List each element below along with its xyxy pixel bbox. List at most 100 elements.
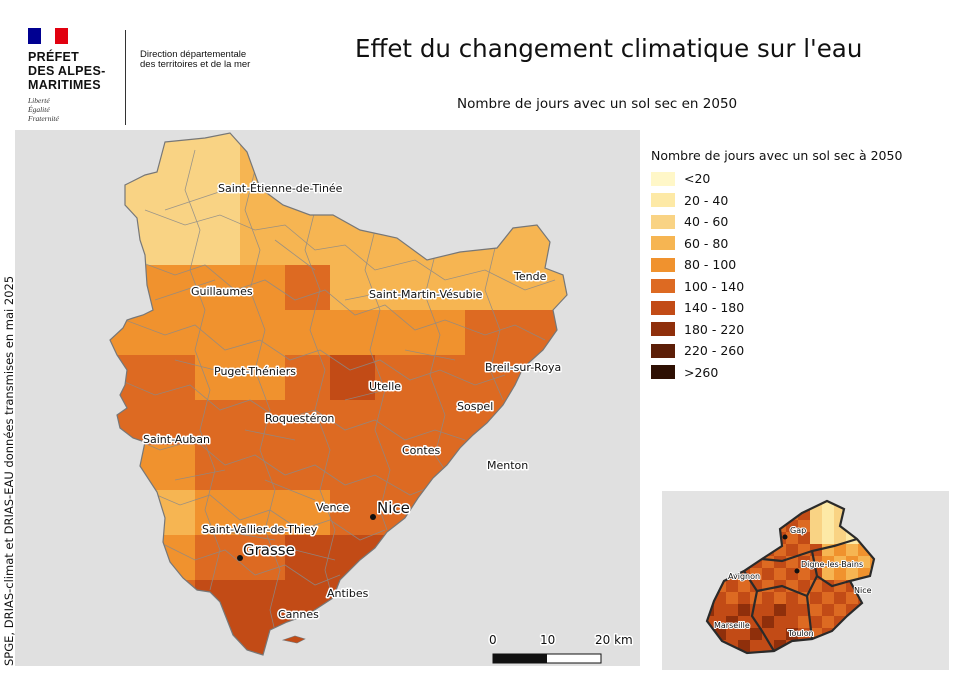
inset-grid-cell	[870, 604, 874, 616]
grid-cell	[195, 355, 240, 400]
legend-item: 180 - 220	[651, 319, 902, 341]
inset-grid-cell	[846, 664, 858, 670]
place-label: Antibes	[327, 587, 369, 600]
place-label: Puget-Théniers	[214, 365, 296, 378]
inset-grid-cell	[726, 592, 738, 604]
inset-grid-cell	[707, 640, 714, 652]
legend-swatch	[651, 171, 675, 186]
inset-grid-cell	[882, 604, 894, 616]
grasse-city-dot	[237, 555, 243, 561]
place-label: Grasse	[243, 541, 295, 559]
inset-grid-cell	[906, 556, 918, 568]
inset-grid-cell	[882, 664, 894, 670]
grid-cell	[240, 625, 285, 655]
legend-label: 180 - 220	[684, 321, 745, 337]
grid-cell	[110, 220, 150, 265]
legend-item: 40 - 60	[651, 211, 902, 233]
inset-grid-cell	[882, 520, 894, 532]
inset-grid-cell	[834, 532, 846, 544]
grid-cell	[510, 535, 555, 580]
inset-grid-cell	[707, 544, 714, 556]
inset-grid-cell	[774, 616, 786, 628]
inset-grid-cell	[750, 664, 762, 670]
grid-cell	[375, 265, 420, 310]
inset-grid-cell	[894, 628, 906, 640]
place-label: Nice	[377, 499, 410, 517]
grid-cell	[465, 580, 510, 625]
prefecture-name: PRÉFET DES ALPES- MARITIMES	[28, 50, 128, 92]
lerins-islands	[281, 635, 306, 644]
inset-grid-cell	[822, 501, 834, 508]
inset-grid-cell	[834, 628, 846, 640]
grid-cell	[555, 490, 567, 535]
digne-dot	[794, 568, 800, 574]
grid-cell	[375, 133, 420, 175]
inset-grid-cell	[906, 532, 918, 544]
inset-grid-cell	[822, 508, 834, 520]
inset-grid-cell	[707, 628, 714, 640]
grid-cell	[285, 265, 330, 310]
grid-cell	[195, 133, 240, 175]
inset-grid-cell	[846, 556, 858, 568]
inset-grid-cell	[882, 616, 894, 628]
inset-grid-cell	[707, 520, 714, 532]
scale-bar: 0 10 20 km	[488, 632, 634, 664]
inset-grid-cell	[714, 556, 726, 568]
inset-grid-cell	[714, 508, 726, 520]
inset-grid-cell	[750, 640, 762, 652]
inset-grid-cell	[870, 592, 874, 604]
main-map: Saint-Étienne-de-Tinée Guillaumes Saint-…	[15, 130, 640, 666]
legend-label: 100 - 140	[684, 278, 745, 294]
inset-grid-cell	[774, 652, 786, 653]
department-outline	[109, 132, 568, 656]
inset-grid-cell	[738, 616, 750, 628]
inset-grid-cell	[846, 652, 858, 653]
inset-grid-cell	[798, 556, 810, 568]
grid-cell	[195, 310, 240, 355]
grid-cell	[150, 535, 195, 580]
inset-grid-cell	[906, 592, 918, 604]
inset-grid-cell	[834, 544, 846, 556]
inset-grid-cell	[786, 628, 798, 640]
inset-grid-cell	[750, 568, 762, 580]
inset-region-map: Gap Digne-les-Bains Avignon Nice Marseil…	[662, 491, 949, 670]
inset-label: Marseille	[714, 621, 750, 630]
inset-grid-cell	[750, 508, 762, 520]
inset-grid-cell	[894, 664, 906, 670]
grid-cell	[465, 175, 510, 220]
inset-grid-cell	[738, 544, 750, 556]
inset-grid-cell	[870, 501, 874, 508]
inset-grid-cell	[762, 532, 774, 544]
main-map-canvas: Saint-Étienne-de-Tinée Guillaumes Saint-…	[109, 132, 634, 664]
inset-grid-cell	[750, 628, 762, 640]
inset-label: Avignon	[728, 572, 760, 581]
inset-grid-cell	[846, 568, 858, 580]
place-label: Breil-sur-Roya	[485, 361, 561, 374]
inset-grid-cell	[726, 580, 738, 592]
place-label: Saint-Vallier-de-Thiey	[202, 523, 318, 536]
grid-cell	[240, 445, 285, 490]
inset-grid-cell	[810, 616, 822, 628]
inset-grid-cell	[834, 640, 846, 652]
directorate-line: des territoires et de la mer	[140, 59, 251, 70]
inset-grid-cell	[882, 508, 894, 520]
inset-grid-cell	[774, 592, 786, 604]
inset-grid-cell	[882, 652, 894, 664]
page-subtitle: Nombre de jours avec un sol sec en 2050	[457, 96, 738, 112]
grid-cell	[555, 535, 567, 580]
grid-cell	[110, 133, 150, 175]
grid-cell	[420, 175, 465, 220]
inset-grid-cell	[846, 640, 858, 652]
inset-grid-cell	[714, 501, 726, 508]
inset-grid-cell	[906, 508, 918, 520]
inset-grid-cell	[738, 604, 750, 616]
legend-label: 40 - 60	[684, 214, 729, 230]
inset-grid-cell	[846, 592, 858, 604]
inset-grid-cell	[810, 652, 822, 653]
grid-cell	[150, 133, 195, 175]
grid-cell	[195, 220, 240, 265]
inset-grid-cell	[762, 501, 774, 508]
inset-grid-cell	[810, 604, 822, 616]
place-label: Guillaumes	[191, 285, 253, 298]
prefecture-name-line: DES ALPES-	[28, 64, 106, 78]
